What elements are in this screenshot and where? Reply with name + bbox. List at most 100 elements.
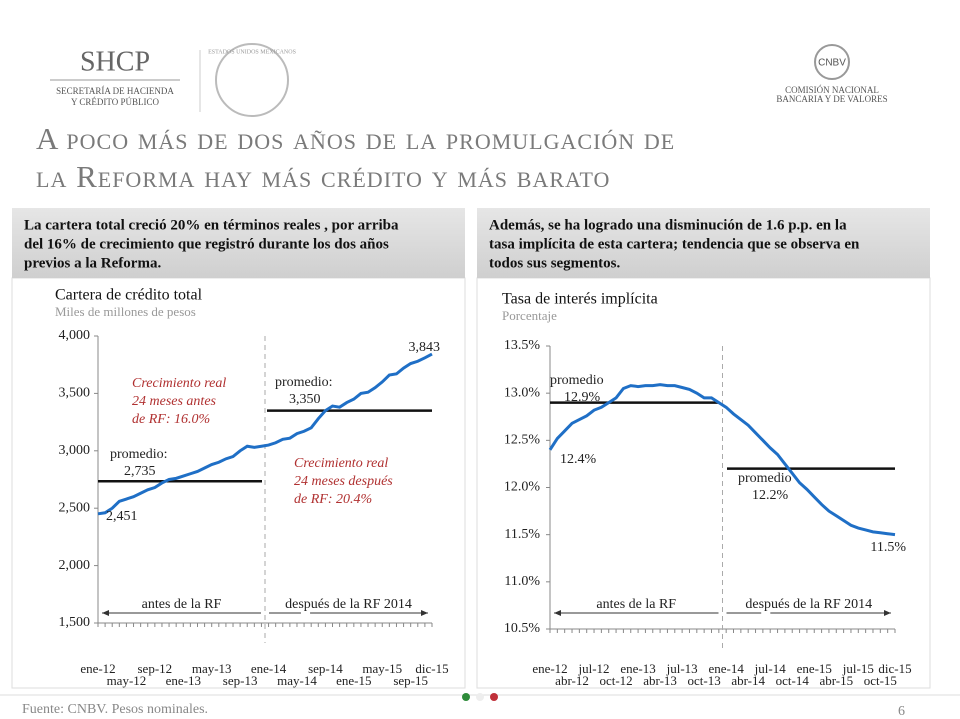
x-tick-label: jul-13	[666, 661, 698, 676]
x-tick-label: may-13	[192, 661, 232, 676]
y-tick-label: 10.5%	[504, 621, 541, 636]
arrow-head	[554, 610, 561, 616]
average-label: promedio:	[110, 447, 168, 462]
x-tick-label: jul-15	[842, 661, 874, 676]
flag-dot	[462, 693, 470, 701]
x-tick-label: sep-12	[138, 661, 173, 676]
y-tick-label: 2,000	[59, 558, 91, 573]
annotation: 24 meses antes	[132, 394, 217, 409]
x-tick-label: oct-15	[864, 673, 897, 688]
panel-text: todos sus segmentos.	[489, 255, 621, 271]
panel-text: Además, se ha logrado una disminución de…	[489, 217, 847, 233]
value-label: 12.4%	[560, 452, 597, 467]
average-value: 2,735	[124, 464, 156, 479]
period-label: después de la RF 2014	[285, 597, 412, 612]
value-label: 2,451	[106, 509, 138, 524]
average-value: 3,350	[289, 392, 321, 407]
y-tick-label: 3,000	[59, 443, 91, 458]
x-tick-label: oct-14	[776, 673, 810, 688]
cnbv-sub: BANCARIA Y DE VALORES	[776, 94, 887, 104]
x-tick-label: jul-14	[754, 661, 787, 676]
value-label: 3,843	[409, 340, 441, 355]
panel-text: previos a la Reforma.	[24, 255, 161, 271]
x-tick-label: ene-15	[797, 661, 832, 676]
x-tick-label: dic-15	[878, 661, 911, 676]
chart-title: Cartera de crédito total	[55, 287, 203, 304]
arrow-head	[884, 610, 891, 616]
title: la Reforma hay más crédito y más barato	[36, 159, 610, 194]
arrow-head	[102, 610, 109, 616]
chart-subtitle: Porcentaje	[502, 308, 557, 323]
average-value: 12.9%	[564, 390, 601, 405]
x-tick-label: sep-14	[308, 661, 343, 676]
org-sub: SECRETARÍA DE HACIENDA	[56, 86, 174, 96]
y-tick-label: 2,500	[59, 500, 91, 515]
x-tick-label: sep-13	[223, 673, 258, 688]
x-tick-label: may-12	[107, 673, 147, 688]
x-tick-label: ene-14	[251, 661, 287, 676]
source: Fuente: CNBV. Pesos nominales.	[22, 702, 208, 717]
x-tick-label: abr-13	[643, 673, 677, 688]
average-value: 12.2%	[752, 488, 789, 503]
x-tick-label: may-14	[277, 673, 317, 688]
page-number: 6	[898, 704, 905, 719]
x-tick-label: ene-12	[80, 661, 115, 676]
flag-dot	[476, 693, 484, 701]
period-label: antes de la RF	[142, 597, 222, 612]
average-label: promedio	[738, 471, 792, 486]
annotation: de RF: 16.0%	[132, 412, 210, 427]
x-tick-label: abr-15	[819, 673, 853, 688]
cnbv-sub: COMISIÓN NACIONAL	[785, 85, 879, 95]
average-label: promedio	[550, 373, 604, 388]
data-line	[548, 383, 896, 537]
seal	[215, 43, 289, 117]
annotation: Crecimiento real	[132, 376, 226, 391]
chart-subtitle: Miles de millones de pesos	[55, 304, 196, 319]
cnbv: CNBV	[818, 58, 846, 69]
y-tick-label: 11.5%	[504, 527, 540, 542]
period-label: después de la RF 2014	[745, 597, 872, 612]
panel-header	[12, 208, 465, 278]
x-tick-label: abr-14	[731, 673, 765, 688]
x-tick-label: dic-15	[415, 661, 448, 676]
panel-text: tasa implícita de esta cartera; tendenci…	[489, 236, 860, 252]
y-tick-label: 1,500	[59, 615, 91, 630]
annotation: Crecimiento real	[294, 456, 388, 471]
title: A poco más de dos años de la promulgació…	[36, 121, 675, 156]
x-tick-label: ene-12	[532, 661, 567, 676]
average-label: promedio:	[275, 375, 333, 390]
y-tick-label: 3,500	[59, 386, 91, 401]
period-label: antes de la RF	[596, 597, 676, 612]
x-tick-label: oct-12	[599, 673, 632, 688]
x-tick-label: ene-13	[166, 673, 201, 688]
annotation: 24 meses después	[294, 474, 393, 489]
y-tick-label: 13.0%	[504, 385, 541, 400]
y-tick-label: 4,000	[59, 328, 91, 343]
panel-header	[477, 208, 930, 278]
x-tick-label: may-15	[362, 661, 402, 676]
x-tick-label: abr-12	[555, 673, 589, 688]
cnbv-logo	[814, 44, 850, 80]
org: SHCP	[80, 46, 150, 77]
x-tick-label: ene-15	[336, 673, 371, 688]
seal-text: ESTADOS UNIDOS MEXICANOS	[208, 49, 296, 55]
chart-title: Tasa de interés implícita	[502, 291, 658, 308]
annotation: de RF: 20.4%	[294, 492, 372, 507]
x-tick-label: ene-13	[620, 661, 655, 676]
y-tick-label: 13.5%	[504, 338, 541, 353]
value-label: 11.5%	[870, 540, 906, 555]
y-tick-label: 12.5%	[504, 433, 541, 448]
panel-text: La cartera total creció 20% en términos …	[24, 217, 399, 233]
x-tick-label: oct-13	[688, 673, 721, 688]
x-tick-label: jul-12	[578, 661, 610, 676]
data-line	[97, 352, 433, 516]
x-tick-label: ene-14	[708, 661, 744, 676]
flag-dot	[490, 693, 498, 701]
y-tick-label: 11.0%	[504, 574, 540, 589]
arrow-head	[421, 610, 428, 616]
org-sub: Y CRÉDITO PÚBLICO	[71, 97, 160, 107]
panel-text: del 16% de crecimiento que registró dura…	[24, 236, 389, 252]
panel	[11, 277, 466, 689]
panel	[476, 277, 931, 689]
